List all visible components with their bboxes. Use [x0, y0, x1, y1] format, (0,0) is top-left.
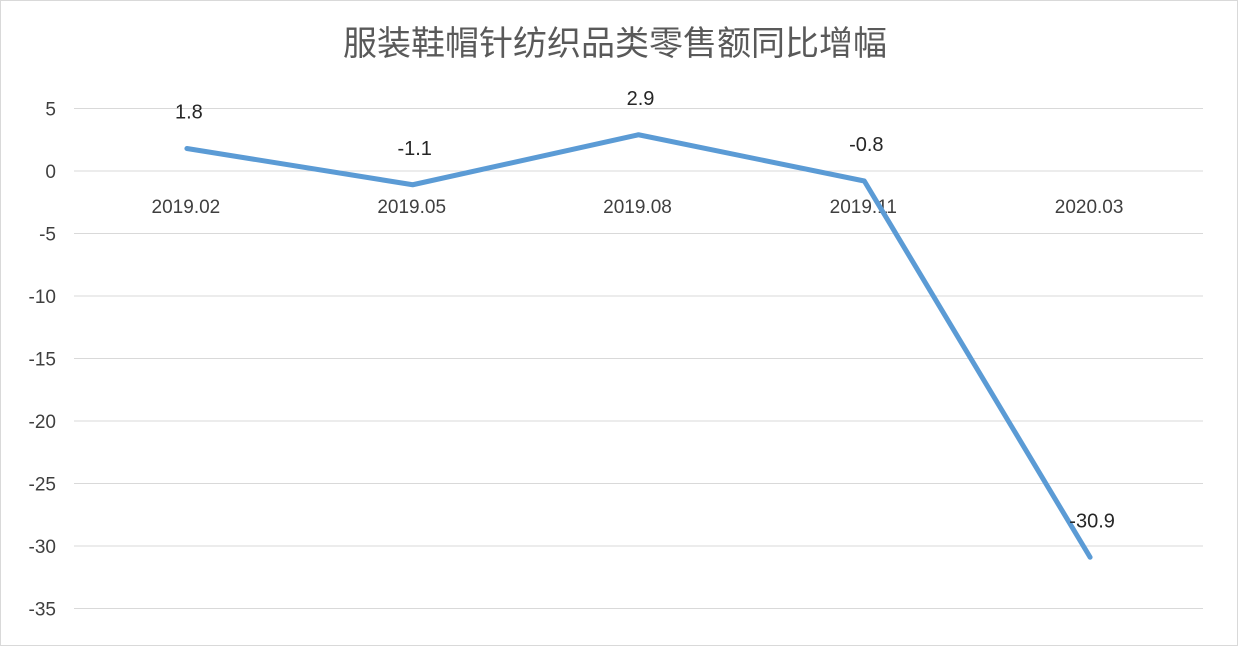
y-axis-tick-labels: 5 0 -5 -10 -15 -20 -25 -30 -35 [29, 100, 56, 621]
y-tick-label: -10 [29, 287, 56, 308]
data-labels: 1.8 -1.1 2.9 -0.8 -30.9 [175, 88, 1115, 533]
chart-title: 服装鞋帽针纺织品类零售额同比增幅 [343, 24, 887, 64]
y-tick-label: -15 [29, 350, 56, 371]
data-label: -0.8 [849, 134, 883, 156]
y-tick-label: -35 [29, 600, 56, 621]
x-category-label: 2019.11 [830, 197, 897, 218]
x-category-label: 2020.03 [1055, 197, 1124, 218]
series-line-0 [184, 132, 1093, 560]
y-tick-label: 5 [45, 100, 56, 121]
x-axis-category-labels: 2019.02 2019.05 2019.08 2019.11 2020.03 [152, 197, 1124, 218]
x-category-label: 2019.02 [152, 197, 221, 218]
y-tick-label: 0 [45, 162, 56, 183]
data-label: 2.9 [627, 88, 655, 110]
data-label: -30.9 [1069, 510, 1115, 532]
y-tick-label: -5 [39, 225, 56, 246]
y-tick-label: -30 [29, 537, 56, 558]
y-tick-label: -20 [29, 412, 56, 433]
gridlines [74, 108, 1203, 609]
x-category-label: 2019.08 [603, 197, 672, 218]
y-tick-label: -25 [29, 475, 56, 496]
data-label: 1.8 [175, 102, 203, 124]
x-category-label: 2019.05 [377, 197, 446, 218]
data-label: -1.1 [397, 138, 431, 160]
series-lines [184, 132, 1093, 560]
